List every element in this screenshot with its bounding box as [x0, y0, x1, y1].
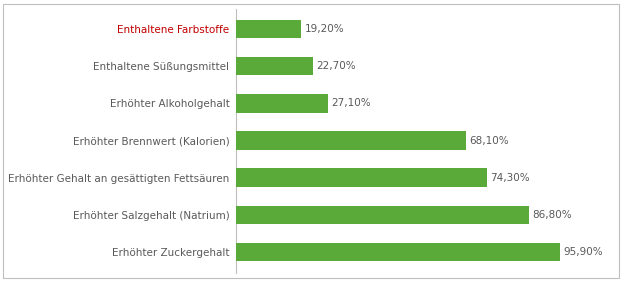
Bar [236, 206, 529, 224]
Text: 95,90%: 95,90% [563, 247, 603, 257]
Text: 27,10%: 27,10% [331, 98, 371, 108]
Bar [236, 131, 466, 150]
Bar [236, 243, 560, 262]
Bar [236, 20, 301, 38]
Text: 86,80%: 86,80% [532, 210, 572, 220]
Text: 19,20%: 19,20% [304, 24, 344, 34]
Bar [236, 168, 487, 187]
Bar [236, 94, 328, 113]
Bar [236, 57, 313, 76]
Text: 68,10%: 68,10% [470, 135, 509, 146]
Text: 22,70%: 22,70% [316, 61, 356, 71]
Text: 74,30%: 74,30% [490, 173, 530, 183]
